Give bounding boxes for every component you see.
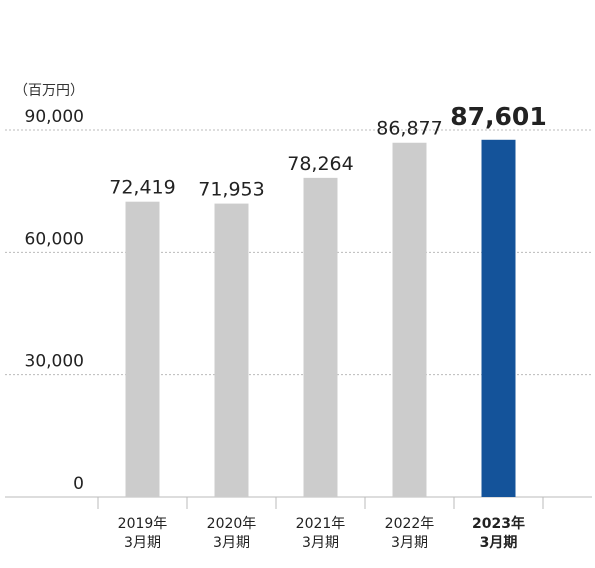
bar-value-label: 72,419 [109,177,175,199]
bar [214,203,249,497]
bar-value-label: 86,877 [376,118,442,140]
bar [481,139,516,497]
bar [125,201,160,497]
bar-value-label: 71,953 [198,179,264,201]
bar [392,142,427,497]
x-tick-label: 2023年 3月期 [472,515,525,551]
y-axis-unit-label: （百万円） [14,83,84,99]
y-tick-label: 0 [73,474,84,494]
bar-value-label: 87,601 [450,102,546,131]
y-tick-label: 90,000 [25,107,84,127]
y-tick-label: 30,000 [25,352,84,372]
bar-value-label: 78,264 [287,153,353,175]
x-tick-label: 2022年 3月期 [385,516,435,551]
x-tick-label: 2021年 3月期 [296,516,346,551]
bar [303,177,338,497]
y-tick-label: 60,000 [25,229,84,249]
x-tick-label: 2019年 3月期 [118,516,168,551]
x-tick-label: 2020年 3月期 [207,516,257,551]
